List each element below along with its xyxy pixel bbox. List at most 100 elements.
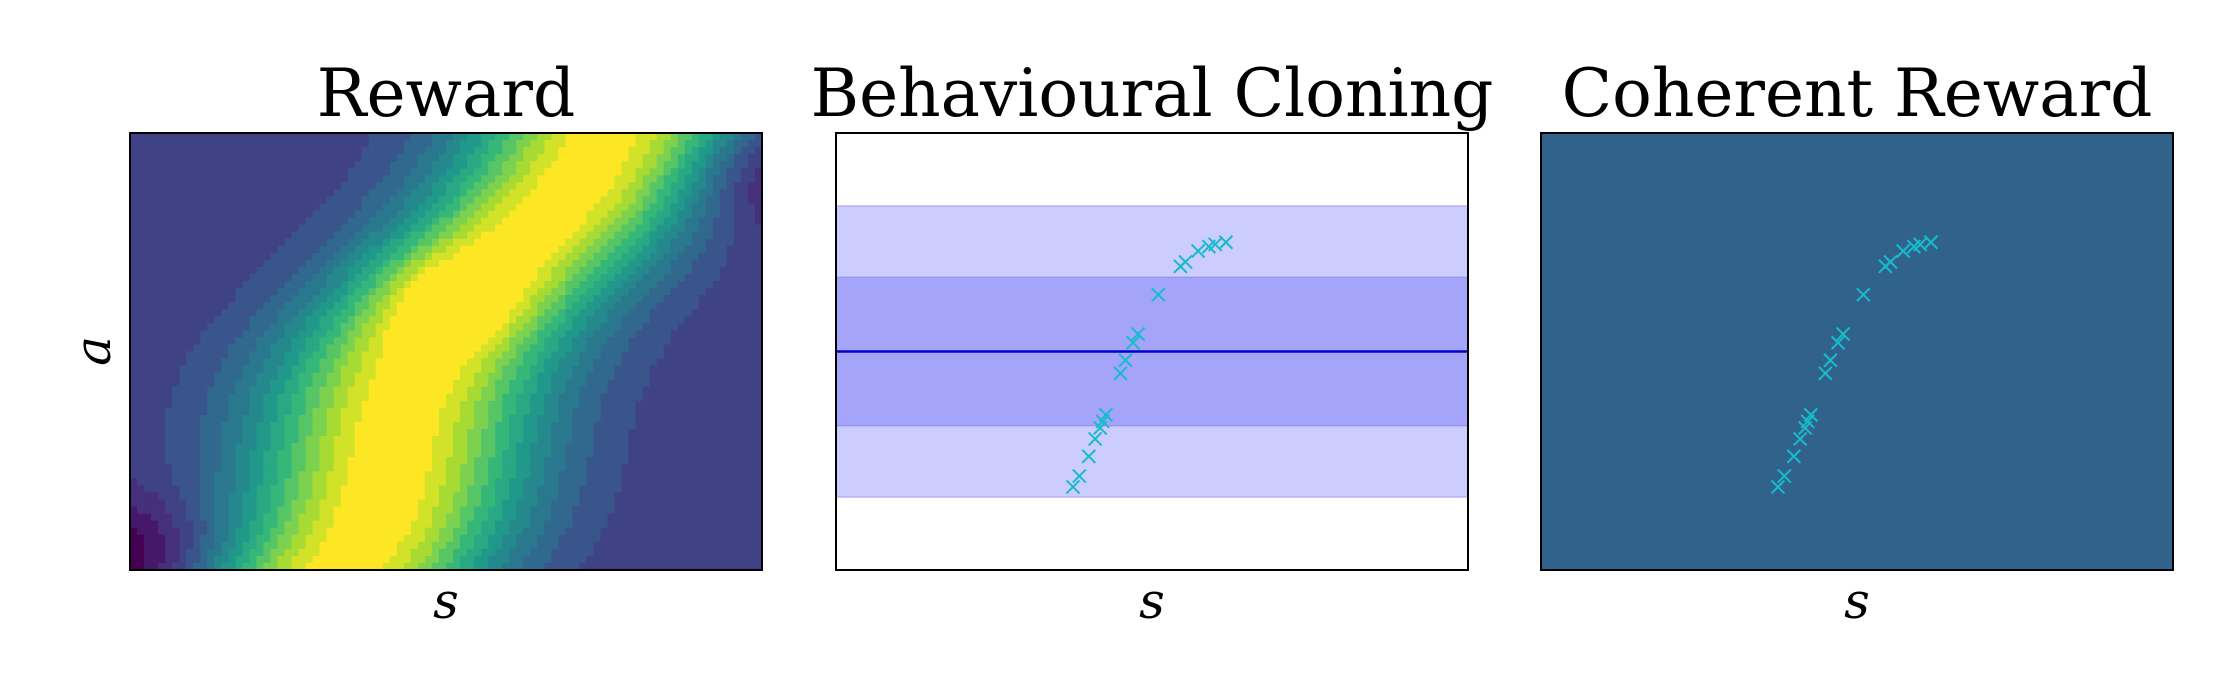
reward-contour-cell: [354, 443, 363, 451]
reward-contour-cell: [228, 337, 236, 346]
reward-contour-cell: [158, 224, 166, 233]
reward-contour-cell: [424, 337, 433, 346]
reward-contour-cell: [691, 386, 700, 395]
reward-contour-cell: [558, 414, 566, 423]
reward-contour-cell: [305, 259, 314, 268]
reward-contour-cell: [488, 133, 496, 141]
reward-contour-cell: [354, 478, 363, 487]
reward-contour-cell: [361, 161, 370, 169]
reward-contour-cell: [228, 196, 236, 205]
reward-contour-cell: [656, 485, 665, 494]
reward-contour-cell: [551, 140, 559, 148]
reward-contour-cell: [158, 295, 166, 303]
reward-contour-cell: [410, 175, 419, 183]
reward-contour-cell: [144, 471, 152, 479]
reward-contour-cell: [235, 154, 243, 162]
reward-contour-cell: [593, 182, 602, 190]
reward-contour-cell: [270, 492, 279, 501]
reward-contour-cell: [270, 316, 279, 324]
reward-contour-cell: [670, 478, 679, 487]
reward-contour-cell: [467, 302, 475, 310]
reward-contour-cell: [705, 281, 714, 289]
reward-contour-cell: [642, 499, 651, 508]
reward-contour-cell: [656, 259, 665, 268]
reward-contour-cell: [635, 492, 644, 501]
reward-contour-cell: [326, 450, 335, 458]
reward-contour-cell: [396, 379, 405, 388]
reward-contour-cell: [593, 231, 602, 240]
reward-contour-cell: [705, 140, 714, 148]
reward-contour-cell: [403, 414, 412, 423]
reward-contour-cell: [565, 168, 573, 176]
reward-contour-cell: [235, 407, 243, 416]
reward-contour-cell: [354, 302, 363, 310]
reward-contour-cell: [382, 140, 391, 148]
reward-contour-cell: [621, 372, 630, 381]
reward-contour-cell: [453, 210, 461, 219]
reward-contour-cell: [719, 379, 728, 388]
reward-contour-cell: [537, 203, 545, 212]
reward-contour-cell: [263, 330, 272, 338]
reward-contour-cell: [663, 323, 672, 331]
reward-contour-cell: [298, 436, 307, 444]
reward-contour-cell: [235, 365, 243, 374]
reward-contour-cell: [747, 429, 756, 437]
reward-contour-cell: [572, 154, 581, 162]
reward-contour-cell: [593, 506, 602, 515]
reward-contour-cell: [642, 478, 651, 487]
reward-contour-cell: [740, 238, 749, 247]
reward-contour-cell: [649, 344, 658, 353]
reward-contour-cell: [607, 266, 616, 275]
reward-contour-cell: [670, 161, 679, 169]
reward-contour-cell: [312, 379, 321, 388]
reward-contour-cell: [235, 231, 243, 240]
reward-contour-cell: [558, 513, 566, 522]
reward-contour-cell: [193, 196, 201, 205]
reward-contour-cell: [270, 478, 279, 487]
reward-contour-cell: [228, 471, 236, 479]
reward-contour-cell: [144, 203, 152, 212]
reward-contour-cell: [467, 407, 475, 416]
reward-contour-cell: [151, 259, 159, 268]
reward-contour-cell: [719, 407, 728, 416]
reward-contour-cell: [565, 358, 573, 367]
reward-contour-cell: [614, 231, 623, 240]
reward-contour-cell: [144, 485, 152, 494]
reward-contour-cell: [481, 217, 489, 226]
reward-contour-cell: [600, 196, 609, 205]
reward-contour-cell: [193, 288, 201, 296]
reward-contour-cell: [502, 288, 510, 296]
reward-contour-cell: [298, 266, 307, 275]
reward-contour-cell: [158, 358, 166, 367]
reward-contour-cell: [586, 478, 595, 487]
reward-contour-cell: [158, 281, 166, 289]
reward-contour-cell: [235, 266, 243, 275]
reward-contour-cell: [319, 182, 328, 190]
reward-contour-cell: [733, 372, 742, 381]
reward-contour-cell: [509, 309, 517, 317]
reward-contour-cell: [572, 302, 581, 310]
reward-contour-cell: [284, 147, 293, 155]
reward-contour-cell: [207, 259, 215, 268]
reward-contour-cell: [558, 450, 566, 458]
reward-contour-cell: [467, 295, 475, 303]
reward-contour-cell: [319, 421, 328, 430]
reward-contour-cell: [333, 147, 342, 155]
reward-contour-cell: [523, 436, 531, 444]
reward-contour-cell: [635, 147, 644, 155]
reward-contour-cell: [453, 231, 461, 240]
reward-contour-cell: [277, 231, 286, 240]
reward-contour-cell: [221, 168, 229, 176]
reward-contour-cell: [481, 323, 489, 331]
reward-contour-cell: [754, 450, 762, 458]
reward-contour-cell: [474, 471, 482, 479]
reward-contour-cell: [291, 295, 300, 303]
reward-contour-cell: [242, 372, 250, 381]
reward-contour-cell: [214, 365, 222, 374]
reward-contour-cell: [516, 450, 524, 458]
reward-contour-cell: [635, 499, 644, 508]
reward-contour-cell: [214, 372, 222, 381]
reward-contour-cell: [726, 478, 735, 487]
reward-contour-cell: [614, 140, 623, 148]
